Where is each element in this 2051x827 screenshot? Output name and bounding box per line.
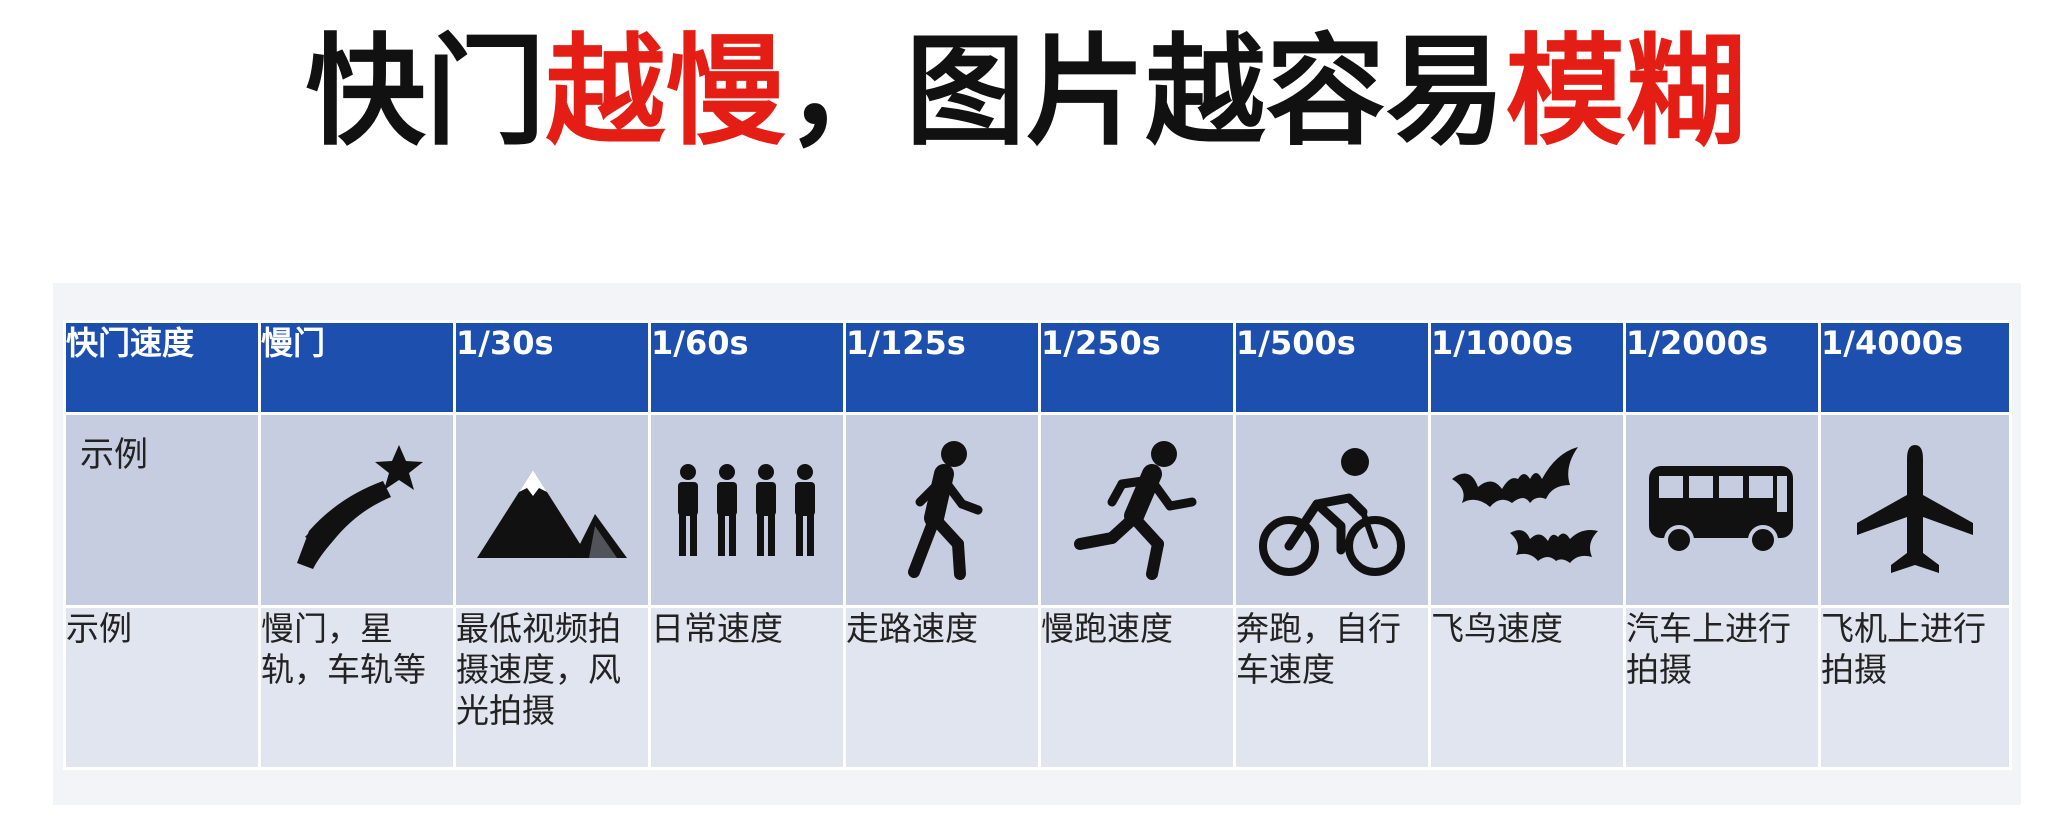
airplane-icon (1857, 445, 1973, 573)
bus-icon (1649, 466, 1793, 555)
walking-person-icon (908, 441, 983, 580)
cyclist-icon (1259, 448, 1405, 576)
shooting-star-icon (297, 445, 423, 569)
icon-cell (648, 412, 846, 608)
people-group-icon (678, 464, 815, 556)
desc-cell: 走路速度 (843, 605, 1041, 770)
icon-cell (843, 412, 1041, 608)
icon-cell (1233, 412, 1431, 608)
desc-cell: 慢门，星轨，车轨等 (258, 605, 456, 770)
desc-cell: 飞鸟速度 (1428, 605, 1626, 770)
desc-text: 走路速度 (846, 609, 979, 649)
desc-text: 飞鸟速度 (1431, 609, 1564, 649)
desc-text: 日常速度 (651, 609, 784, 649)
icon-cell (258, 412, 456, 608)
description-row: 示例 慢门，星轨，车轨等 最低视频拍摄速度，风光拍摄 日常速度 走路速度 慢跑速… (63, 605, 2012, 770)
header-row: 快门速度 慢门 1/30s 1/60s 1/125s 1/250s 1/500s… (63, 320, 2012, 415)
desc-text: 慢跑速度 (1041, 609, 1174, 649)
icon-cell (1428, 412, 1626, 608)
speed-cell: 1/1000s (1428, 320, 1626, 415)
icon-cell (1038, 412, 1236, 608)
page-title: 快门越慢，图片越容易模糊 (0, 18, 2051, 168)
title-part-3: ，图片越容易 (785, 23, 1506, 162)
speed-cell: 1/4000s (1818, 320, 2012, 415)
shutter-speed-table: 快门速度 慢门 1/30s 1/60s 1/125s 1/250s 1/500s… (63, 320, 2012, 770)
title-part-4: 模糊 (1505, 23, 1746, 162)
speed-cell: 慢门 (258, 320, 456, 415)
desc-cell: 奔跑，自行车速度 (1233, 605, 1431, 770)
speed-cell: 1/500s (1233, 320, 1431, 415)
icon-cell (453, 412, 651, 608)
icon-cell (1623, 412, 1821, 608)
desc-text: 慢门，星轨，车轨等 (261, 609, 427, 690)
header-label-cell: 快门速度 (63, 320, 261, 415)
desc-text: 奔跑，自行车速度 (1236, 609, 1402, 690)
speed-cell: 1/125s (843, 320, 1041, 415)
title-part-1: 快门 (305, 23, 546, 162)
speed-cell: 1/60s (648, 320, 846, 415)
desc-cell: 慢跑速度 (1038, 605, 1236, 770)
desc-text: 最低视频拍摄速度，风光拍摄 (456, 609, 622, 731)
running-person-icon (1074, 441, 1197, 580)
icon-cell (1818, 412, 2012, 608)
title-part-2: 越慢 (545, 23, 786, 162)
speed-cell: 1/2000s (1623, 320, 1821, 415)
speed-cell: 1/30s (453, 320, 651, 415)
desc-text: 飞机上进行拍摄 (1821, 609, 1987, 690)
desc-text: 汽车上进行拍摄 (1626, 609, 1792, 690)
mountain-icon (477, 470, 627, 558)
icon-row: 示例 (63, 412, 2012, 608)
icon-row-label: 示例 (63, 412, 261, 608)
desc-cell: 汽车上进行拍摄 (1623, 605, 1821, 770)
desc-cell: 最低视频拍摄速度，风光拍摄 (453, 605, 651, 770)
desc-cell: 飞机上进行拍摄 (1818, 605, 2012, 770)
bats-icon (1452, 447, 1598, 563)
speed-cell: 1/250s (1038, 320, 1236, 415)
desc-cell: 日常速度 (648, 605, 846, 770)
desc-row-label: 示例 (63, 605, 261, 770)
